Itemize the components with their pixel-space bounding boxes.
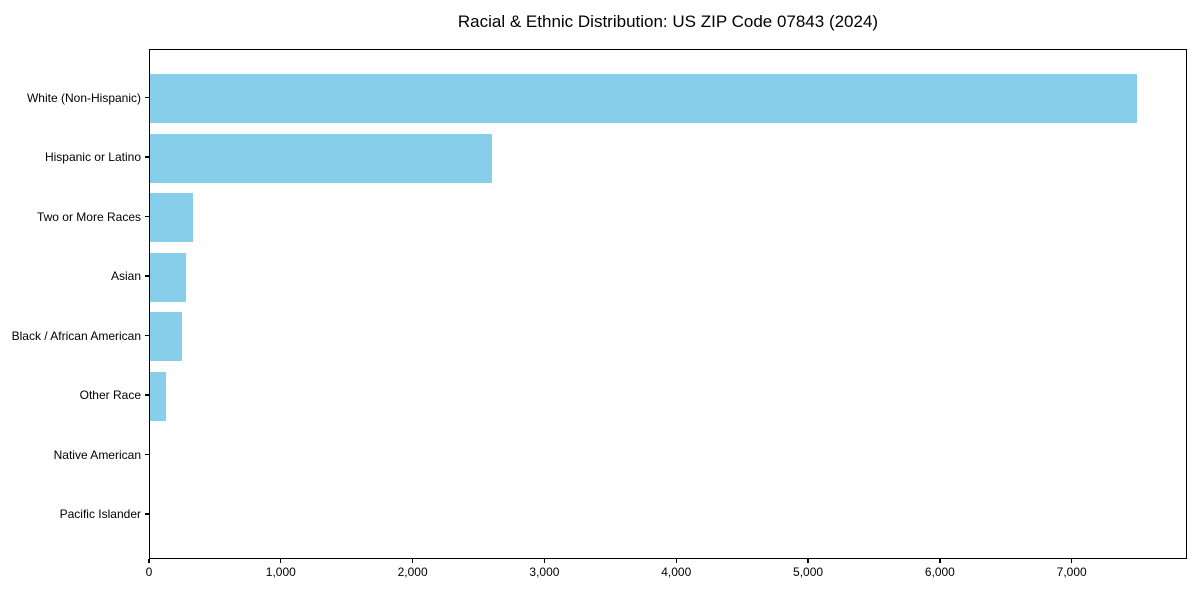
bar-hispanic-or-latino	[150, 133, 493, 183]
bar-two-or-more-races	[150, 193, 194, 242]
y-tick-mark	[145, 453, 149, 456]
chart-title: Racial & Ethnic Distribution: US ZIP Cod…	[457, 12, 879, 31]
y-tick-label: Hispanic or Latino	[44, 150, 141, 164]
x-tick-label: 7,000	[1056, 565, 1087, 579]
y-tick-mark	[145, 156, 149, 158]
y-tick-mark	[145, 334, 149, 337]
x-tick-label: 0	[145, 565, 153, 579]
x-tick-label: 2,000	[397, 565, 428, 579]
bar-other-race	[150, 371, 167, 421]
x-tick-mark	[280, 559, 282, 563]
y-tick-label: Two or More Races	[36, 209, 141, 224]
x-tick-label: 1,000	[265, 565, 296, 579]
bar-asian	[150, 252, 187, 302]
bar-black-african-american	[150, 312, 183, 361]
x-tick-mark	[807, 559, 809, 563]
x-tick-mark	[1071, 559, 1073, 563]
y-tick-label: Native American	[53, 447, 141, 462]
y-tick-label: Black / African American	[11, 328, 141, 343]
x-tick-label: 5,000	[793, 565, 824, 579]
x-tick-mark	[543, 559, 546, 563]
y-tick-label: White (Non-Hispanic)	[26, 90, 141, 105]
y-tick-mark	[145, 96, 149, 99]
x-tick-mark	[148, 559, 150, 563]
y-tick-mark	[145, 215, 149, 218]
y-tick-label: Pacific Islander	[59, 507, 141, 521]
y-tick-label: Asian	[110, 269, 141, 283]
x-tick-mark	[411, 559, 414, 563]
y-tick-label: Other Race	[79, 388, 141, 402]
plot-area	[149, 49, 1187, 559]
x-tick-mark	[939, 559, 941, 563]
y-tick-mark	[145, 394, 149, 396]
y-tick-mark	[145, 513, 149, 515]
y-tick-mark	[145, 275, 149, 277]
x-tick-label: 6,000	[924, 565, 955, 579]
x-tick-label: 3,000	[529, 565, 560, 579]
x-tick-mark	[675, 559, 677, 563]
x-tick-label: 4,000	[661, 565, 692, 579]
bar-white-non-hispanic	[150, 74, 1137, 123]
